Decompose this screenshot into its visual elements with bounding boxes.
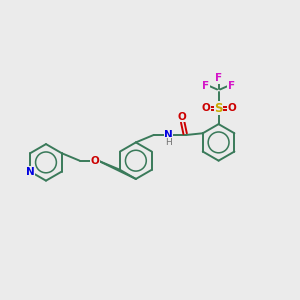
Text: O: O <box>177 112 186 122</box>
Text: O: O <box>227 103 236 113</box>
Text: N: N <box>164 130 173 140</box>
Text: O: O <box>91 156 99 166</box>
Text: F: F <box>228 81 235 91</box>
Text: F: F <box>215 73 222 83</box>
Text: H: H <box>165 138 172 147</box>
Text: F: F <box>202 81 209 91</box>
Text: N: N <box>26 167 34 176</box>
Text: O: O <box>201 103 210 113</box>
Text: S: S <box>214 101 223 115</box>
